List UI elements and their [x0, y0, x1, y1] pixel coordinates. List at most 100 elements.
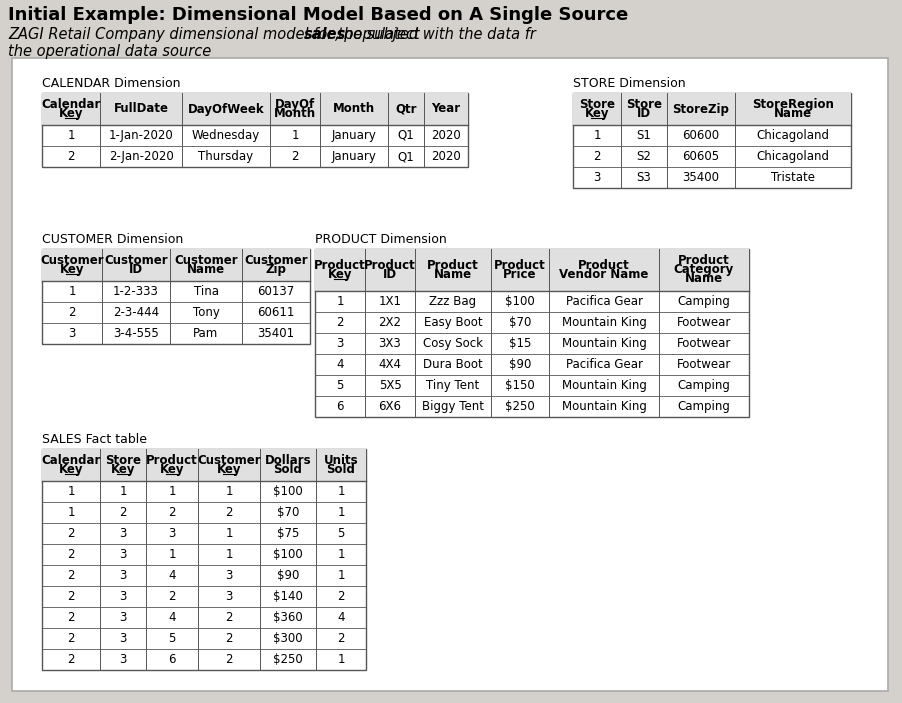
Text: 1: 1	[169, 485, 176, 498]
Text: Key: Key	[60, 263, 84, 276]
Text: Customer: Customer	[41, 254, 104, 267]
Text: Store: Store	[105, 454, 141, 467]
Text: 2-Jan-2020: 2-Jan-2020	[108, 150, 173, 163]
Text: Store: Store	[579, 98, 615, 111]
Text: Name: Name	[434, 268, 472, 281]
Text: Product: Product	[578, 259, 630, 272]
Text: Customer: Customer	[105, 254, 168, 267]
Text: Qtr: Qtr	[395, 103, 417, 115]
Bar	[573, 93, 851, 125]
Text: $140: $140	[273, 590, 303, 603]
Text: $75: $75	[277, 527, 299, 540]
Text: 1: 1	[68, 506, 75, 519]
Text: 3: 3	[119, 632, 126, 645]
Text: Zip: Zip	[265, 263, 287, 276]
Text: Customer: Customer	[198, 454, 261, 467]
Text: 60605: 60605	[683, 150, 720, 163]
Text: 35401: 35401	[257, 327, 295, 340]
Text: 2: 2	[119, 506, 127, 519]
Text: 2: 2	[169, 506, 176, 519]
Text: 35400: 35400	[683, 171, 720, 184]
Text: Key: Key	[111, 463, 135, 476]
Text: January: January	[332, 129, 376, 142]
Bar	[42, 93, 468, 125]
Text: Product: Product	[146, 454, 198, 467]
Text: STORE Dimension: STORE Dimension	[573, 77, 686, 90]
Text: 1: 1	[68, 485, 75, 498]
Text: 2: 2	[68, 590, 75, 603]
Text: Mountain King: Mountain King	[562, 379, 647, 392]
Text: $100: $100	[273, 548, 303, 561]
Bar	[42, 249, 310, 344]
Text: 2-3-444: 2-3-444	[113, 306, 159, 319]
Text: 2: 2	[69, 306, 76, 319]
Text: Key: Key	[216, 463, 241, 476]
Text: 4: 4	[169, 611, 176, 624]
Text: 3: 3	[119, 653, 126, 666]
Text: Customer: Customer	[244, 254, 308, 267]
Text: 1: 1	[337, 569, 345, 582]
Text: 5X5: 5X5	[379, 379, 401, 392]
Text: 1-Jan-2020: 1-Jan-2020	[108, 129, 173, 142]
Text: $70: $70	[509, 316, 531, 329]
Text: Mountain King: Mountain King	[562, 316, 647, 329]
Text: CALENDAR Dimension: CALENDAR Dimension	[42, 77, 180, 90]
Text: 1: 1	[69, 285, 76, 298]
Text: Easy Boot: Easy Boot	[424, 316, 483, 329]
Text: 6X6: 6X6	[379, 400, 401, 413]
Text: 1: 1	[169, 548, 176, 561]
Text: 60600: 60600	[683, 129, 720, 142]
Text: January: January	[332, 150, 376, 163]
Text: 2: 2	[337, 632, 345, 645]
Text: 1: 1	[119, 485, 127, 498]
Text: 3: 3	[119, 611, 126, 624]
Text: 3: 3	[226, 590, 233, 603]
Text: $100: $100	[505, 295, 535, 308]
Text: Key: Key	[59, 463, 83, 476]
Text: Footwear: Footwear	[676, 316, 732, 329]
Text: 2: 2	[594, 150, 601, 163]
Text: 5: 5	[169, 632, 176, 645]
Text: 1: 1	[337, 653, 345, 666]
Text: S2: S2	[637, 150, 651, 163]
Text: Chicagoland: Chicagoland	[757, 150, 830, 163]
Text: Tristate: Tristate	[771, 171, 815, 184]
Text: Units: Units	[324, 454, 358, 467]
Text: 2: 2	[68, 611, 75, 624]
Text: 6: 6	[169, 653, 176, 666]
Text: Key: Key	[160, 463, 184, 476]
Bar	[42, 449, 366, 670]
Text: Customer: Customer	[174, 254, 238, 267]
Text: 1: 1	[337, 506, 345, 519]
Text: Name: Name	[685, 273, 723, 285]
Text: 2: 2	[226, 653, 233, 666]
Text: Month: Month	[333, 103, 375, 115]
Text: Pacifica Gear: Pacifica Gear	[566, 358, 642, 371]
Text: , populated with the data fr: , populated with the data fr	[335, 27, 536, 42]
Text: $100: $100	[273, 485, 303, 498]
Text: Key: Key	[584, 107, 609, 120]
Text: 2: 2	[68, 527, 75, 540]
Text: PRODUCT Dimension: PRODUCT Dimension	[315, 233, 446, 246]
Text: Name: Name	[774, 107, 812, 120]
Text: Month: Month	[274, 107, 316, 120]
Text: 2: 2	[226, 506, 233, 519]
Text: Zzz Bag: Zzz Bag	[429, 295, 476, 308]
Text: 2: 2	[169, 590, 176, 603]
Bar	[42, 249, 310, 281]
Text: $250: $250	[273, 653, 303, 666]
Text: Mountain King: Mountain King	[562, 400, 647, 413]
Text: Tiny Tent: Tiny Tent	[427, 379, 480, 392]
Bar	[42, 93, 468, 167]
Text: Q1: Q1	[398, 129, 414, 142]
Text: $360: $360	[273, 611, 303, 624]
Text: Q1: Q1	[398, 150, 414, 163]
Text: Chicagoland: Chicagoland	[757, 129, 830, 142]
Text: S3: S3	[637, 171, 651, 184]
Text: Product: Product	[678, 254, 730, 268]
Text: 60611: 60611	[257, 306, 295, 319]
Text: $150: $150	[505, 379, 535, 392]
Bar	[315, 249, 749, 417]
Text: 1: 1	[291, 129, 299, 142]
Text: 2: 2	[68, 632, 75, 645]
